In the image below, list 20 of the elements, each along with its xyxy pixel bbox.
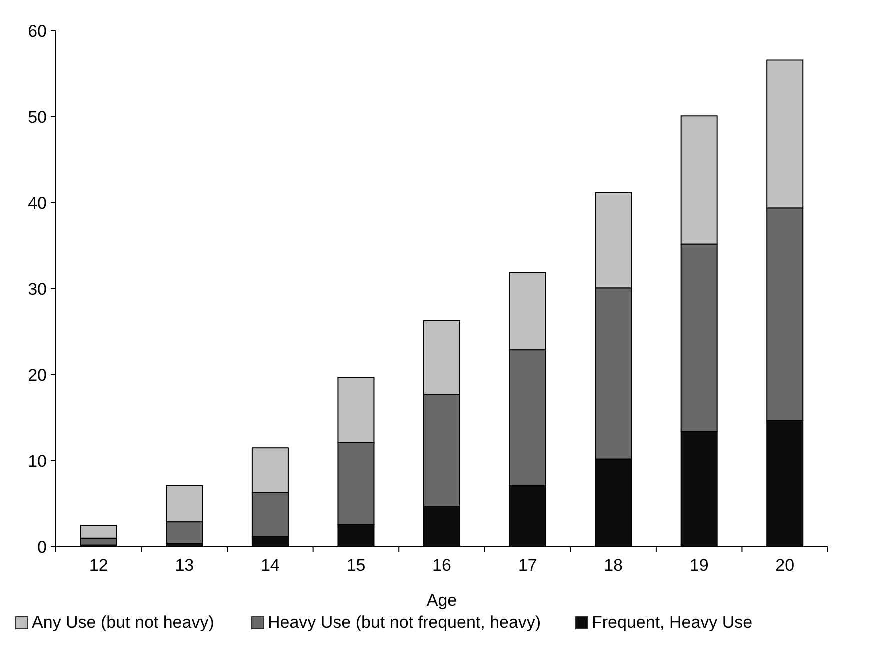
y-tick-label: 20 bbox=[28, 366, 47, 385]
y-tick-label: 0 bbox=[38, 538, 47, 557]
x-tick-label: 18 bbox=[604, 556, 624, 575]
y-tick-label: 60 bbox=[28, 22, 47, 41]
y-tick-label: 10 bbox=[28, 452, 47, 471]
x-tick-label: 17 bbox=[518, 556, 538, 575]
y-tick-label: 40 bbox=[28, 194, 47, 213]
y-tick-label: 30 bbox=[28, 280, 47, 299]
y-tick-label: 50 bbox=[28, 108, 47, 127]
x-tick-label: 13 bbox=[175, 556, 194, 575]
x-tick-label: 14 bbox=[260, 556, 280, 575]
x-tick-label: 19 bbox=[690, 556, 709, 575]
legend-label: Any Use (but not heavy) bbox=[32, 613, 214, 632]
x-tick-label: 20 bbox=[776, 556, 795, 575]
x-tick-label: 16 bbox=[432, 556, 452, 575]
legend-label: Heavy Use (but not frequent, heavy) bbox=[268, 613, 542, 632]
x-tick-label: 15 bbox=[346, 556, 366, 575]
x-axis-title: Age bbox=[426, 591, 458, 610]
legend-label: Frequent, Heavy Use bbox=[592, 613, 753, 632]
x-tick-label: 12 bbox=[89, 556, 108, 575]
